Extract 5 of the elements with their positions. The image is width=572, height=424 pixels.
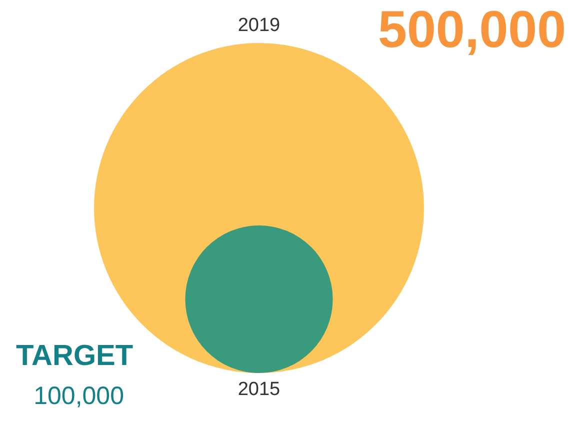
data-label: 500,000 [378, 1, 566, 59]
text: TARGET [16, 340, 134, 372]
category-label: 2019 [238, 15, 280, 36]
category-label: 2015 [238, 379, 280, 400]
data-label: 100,000 [34, 382, 124, 410]
